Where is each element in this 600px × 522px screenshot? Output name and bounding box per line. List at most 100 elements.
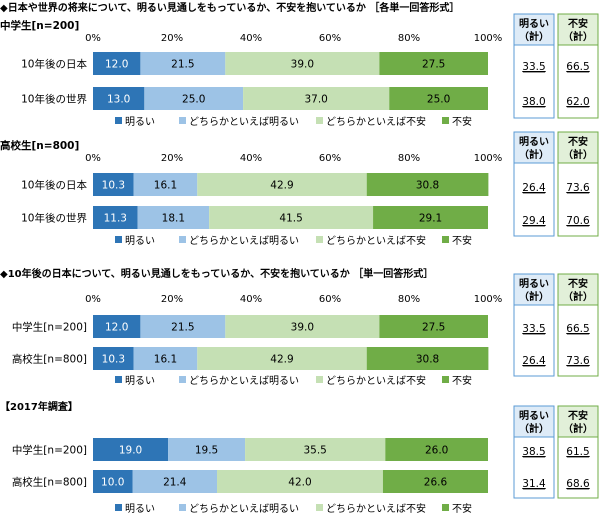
data-label: 10.3 [102, 180, 125, 192]
data-label: 25.0 [427, 94, 450, 106]
anxious-total-header-sub: （計） [563, 422, 593, 435]
bar-segment [140, 315, 226, 338]
anxious-total-header-bg [557, 405, 599, 438]
tick-label: 0% [85, 33, 101, 44]
bar-segment [243, 87, 390, 110]
anxious-total-header-bg [557, 13, 599, 46]
bar-segment [382, 470, 488, 493]
data-label: 25.0 [182, 94, 205, 106]
bar-segment [132, 470, 218, 493]
chart-panel-4: 明るい（計）不安（計）【2017年調査】中学生[n=200] 19.0 19.5 35… [0, 400, 599, 515]
legend-swatch [316, 376, 323, 383]
chart-subtitle: 中学生[n=200] [0, 19, 79, 32]
tick-label: 20% [161, 294, 183, 305]
bar-segment [225, 315, 380, 338]
bar-segment [93, 52, 141, 75]
bar-segment [93, 347, 134, 370]
anxious-total-value: 68.6 [566, 478, 590, 490]
bar-segment [93, 438, 169, 461]
anxious-total-value: 62.0 [566, 96, 589, 108]
bar-segment [225, 52, 380, 75]
bar-segment [93, 173, 134, 196]
data-label: 21.4 [163, 477, 187, 489]
tick-label: 60% [319, 153, 341, 164]
legend-label: 不安 [452, 374, 472, 387]
anxious-total-value: 66.5 [566, 61, 589, 73]
bar-segment [209, 206, 374, 229]
legend-label: 明るい [125, 375, 155, 387]
bar-segment [373, 206, 488, 229]
data-label: 27.5 [422, 59, 445, 71]
bar-segment [93, 206, 138, 229]
anxious-total-header: 不安 [568, 409, 588, 422]
anxious-total-header: 不安 [568, 277, 588, 290]
legend-swatch [316, 236, 323, 243]
legend-swatch [442, 376, 449, 383]
legend-swatch [316, 504, 323, 511]
anxious-total-value: 73.6 [566, 182, 590, 194]
tick-label: 40% [240, 153, 262, 164]
bright-total-header: 明るい [519, 410, 549, 422]
tick-label: 20% [161, 33, 183, 44]
anxious-total-header-sub: （計） [563, 148, 593, 161]
category-label: 中学生[n=200] [12, 321, 87, 334]
chart-panel-1: 明るい（計）不安（計）◆日本や世界の将来について、明るい見通しをもっているか、不… [0, 1, 599, 128]
data-label: 13.0 [107, 94, 130, 106]
legend-label: どちらかといえば不安 [326, 115, 426, 128]
bright-total-value: 31.4 [522, 478, 546, 490]
data-label: 10.3 [102, 354, 125, 366]
legend-label: 不安 [452, 115, 472, 128]
anxious-total-header-sub: （計） [563, 290, 593, 303]
legend-swatch [115, 236, 122, 243]
bar-segment [366, 173, 489, 196]
anxious-total-header-sub: （計） [563, 30, 593, 43]
legend-swatch [179, 376, 186, 383]
chart-subtitle: 高校生[n=800] [0, 139, 79, 152]
data-label: 42.0 [288, 477, 311, 489]
bright-total-value: 38.0 [522, 96, 545, 108]
bar-segment [379, 52, 488, 75]
legend-swatch [115, 504, 122, 511]
tick-label: 60% [319, 294, 341, 305]
bright-total-header-bg [513, 405, 555, 438]
bright-total-header-bg [513, 131, 555, 164]
bright-total-value: 33.5 [522, 323, 545, 335]
data-label: 35.5 [303, 445, 326, 457]
data-label: 41.5 [279, 213, 302, 225]
bar-segment [389, 87, 488, 110]
tick-label: 100% [474, 294, 503, 305]
legend-label: 不安 [452, 234, 472, 247]
data-label: 30.8 [416, 180, 439, 192]
data-label: 26.0 [425, 445, 448, 457]
legend-label: どちらかといえば明るい [189, 235, 299, 247]
tick-label: 100% [474, 33, 503, 44]
data-label: 16.1 [154, 354, 177, 366]
bright-total-header: 明るい [519, 18, 549, 30]
category-label: 10年後の世界 [21, 212, 87, 225]
bar-segment [93, 315, 141, 338]
chart-title: ◆日本や世界の将来について、明るい見通しをもっているか、不安を抱いているか ［各… [0, 1, 459, 14]
bar-segment [133, 347, 198, 370]
bright-total-value: 33.5 [522, 61, 545, 73]
data-label: 42.9 [270, 354, 293, 366]
data-label: 39.0 [291, 59, 314, 71]
bright-total-header-bg [513, 273, 555, 306]
data-label: 26.6 [424, 477, 448, 489]
bar-segment [385, 438, 488, 461]
anxious-total-header-bg [557, 131, 599, 164]
data-label: 42.9 [270, 180, 293, 192]
legend-label: どちらかといえば不安 [326, 502, 426, 515]
bright-total-header: 明るい [519, 278, 549, 290]
category-label: 高校生[n=800] [12, 476, 87, 489]
category-label: 10年後の日本 [21, 179, 87, 192]
legend-label: どちらかといえば明るい [189, 375, 299, 387]
data-label: 37.0 [304, 94, 327, 106]
data-label: 16.1 [154, 180, 177, 192]
legend-swatch [179, 504, 186, 511]
legend-label: どちらかといえば不安 [326, 234, 426, 247]
data-label: 19.5 [195, 445, 218, 457]
tick-label: 40% [240, 294, 262, 305]
category-label: 中学生[n=200] [12, 444, 87, 457]
legend-swatch [179, 236, 186, 243]
bar-segment [168, 438, 246, 461]
